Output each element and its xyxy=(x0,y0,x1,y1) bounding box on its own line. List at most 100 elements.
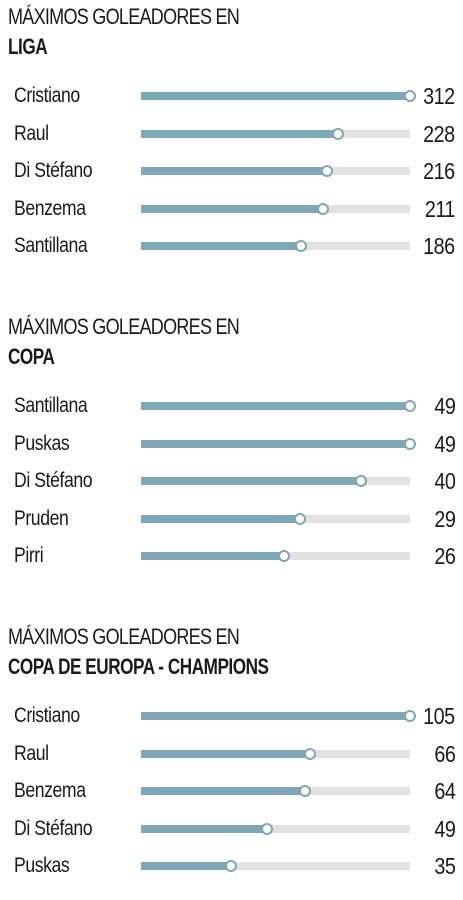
bar-end-marker xyxy=(304,747,317,760)
player-name: Pirri xyxy=(14,544,44,567)
chart-title-line2: COPA DE EUROPA - CHAMPIONS xyxy=(8,654,269,679)
bar-end-marker xyxy=(404,90,416,102)
goal-count: 216 xyxy=(423,158,456,184)
player-name: Benzema xyxy=(14,779,86,802)
bar-row: Cristiano 105 xyxy=(0,702,463,730)
bar xyxy=(141,712,410,720)
player-name: Cristiano xyxy=(14,704,80,727)
bar xyxy=(141,92,410,100)
bar-track xyxy=(141,747,410,760)
bar xyxy=(141,204,323,213)
goal-count: 211 xyxy=(425,195,456,222)
bar-row: Cristiano 312 xyxy=(0,82,463,110)
bar-track xyxy=(141,785,410,797)
bar-row: Pruden 29 xyxy=(0,505,463,533)
goal-count: 66 xyxy=(434,740,456,767)
bar-end-marker xyxy=(224,860,237,872)
goal-count: 105 xyxy=(423,703,456,729)
goal-count: 49 xyxy=(434,815,456,842)
chart-title: MÁXIMOS GOLEADORES EN COPA DE EUROPA - CH… xyxy=(8,626,342,678)
bar-track xyxy=(141,202,410,215)
goal-count: 312 xyxy=(423,83,456,109)
player-name: Di Stéfano xyxy=(14,469,93,492)
chart-title: MÁXIMOS GOLEADORES EN COPA xyxy=(8,316,290,368)
bar-row: Di Stéfano 49 xyxy=(0,815,463,843)
bar xyxy=(141,749,311,758)
bar-end-marker xyxy=(316,202,329,215)
bar-end-marker xyxy=(404,400,416,412)
goal-count: 40 xyxy=(434,468,456,494)
bar-end-marker xyxy=(298,785,311,797)
chart-title-line1: MÁXIMOS GOLEADORES EN xyxy=(8,314,240,339)
player-name: Santillana xyxy=(14,394,88,417)
bar-track xyxy=(141,90,416,102)
bar-row: Santillana 49 xyxy=(0,392,463,420)
bar xyxy=(141,242,302,250)
bar xyxy=(141,552,284,560)
bar-track xyxy=(141,860,410,872)
bar-track xyxy=(141,437,416,450)
bar-row: Raul 66 xyxy=(0,740,463,768)
bar-end-marker xyxy=(404,437,416,450)
player-name: Santillana xyxy=(14,234,88,257)
bar-track xyxy=(141,475,410,487)
player-name: Di Stéfano xyxy=(14,816,93,840)
bar-track xyxy=(141,822,410,835)
bar-end-marker xyxy=(294,512,307,525)
bar-track xyxy=(141,512,410,525)
bar-track xyxy=(141,710,416,722)
player-name: Raul xyxy=(14,121,49,145)
player-name: Di Stéfano xyxy=(14,159,93,182)
bar xyxy=(141,167,328,175)
chart-title-line2: COPA xyxy=(8,344,55,369)
goal-count: 228 xyxy=(423,120,456,147)
bar xyxy=(141,862,231,870)
bar-track xyxy=(141,165,410,177)
bar-row: Raul 228 xyxy=(0,120,463,148)
chart-title-line2: LIGA xyxy=(8,34,48,59)
bar-row: Di Stéfano 40 xyxy=(0,467,463,495)
player-name: Puskas xyxy=(14,854,70,877)
bar xyxy=(141,402,410,410)
chart-title-line1: MÁXIMOS GOLEADORES EN xyxy=(8,624,240,649)
bar-end-marker xyxy=(354,475,367,487)
bar-row: Santillana 186 xyxy=(0,232,463,260)
bar-end-marker xyxy=(404,710,416,722)
player-name: Pruden xyxy=(14,506,69,530)
goal-count: 29 xyxy=(434,505,456,532)
bar-row: Puskas 49 xyxy=(0,430,463,458)
bar-end-marker xyxy=(277,550,290,562)
bar-row: Benzema 211 xyxy=(0,195,463,223)
bar-track xyxy=(141,127,410,140)
player-name: Raul xyxy=(14,741,49,765)
goal-count: 64 xyxy=(434,778,456,804)
bar-row: Benzema 64 xyxy=(0,777,463,805)
bar-row: Di Stéfano 216 xyxy=(0,157,463,185)
goal-count: 49 xyxy=(434,430,456,457)
bar-end-marker xyxy=(295,240,308,252)
bar-track xyxy=(141,240,410,252)
bar xyxy=(141,439,410,448)
bar-end-marker xyxy=(260,822,273,835)
bar xyxy=(141,477,361,485)
bar-end-marker xyxy=(321,165,334,177)
player-name: Benzema xyxy=(14,196,86,220)
bar-row: Puskas 35 xyxy=(0,852,463,880)
goal-count: 35 xyxy=(434,853,456,879)
bar xyxy=(141,787,305,795)
chart-title-line1: MÁXIMOS GOLEADORES EN xyxy=(8,4,240,29)
goal-count: 26 xyxy=(434,543,456,569)
bar-track xyxy=(141,400,416,412)
bar xyxy=(141,129,338,138)
goal-count: 49 xyxy=(434,393,456,419)
bar-end-marker xyxy=(331,127,344,140)
player-name: Cristiano xyxy=(14,84,80,107)
chart-title: MÁXIMOS GOLEADORES EN LIGA xyxy=(8,6,290,58)
bar-row: Pirri 26 xyxy=(0,542,463,570)
bar xyxy=(141,824,267,833)
bar xyxy=(141,514,301,523)
player-name: Puskas xyxy=(14,431,70,455)
goal-count: 186 xyxy=(423,233,456,259)
bar-track xyxy=(141,550,410,562)
